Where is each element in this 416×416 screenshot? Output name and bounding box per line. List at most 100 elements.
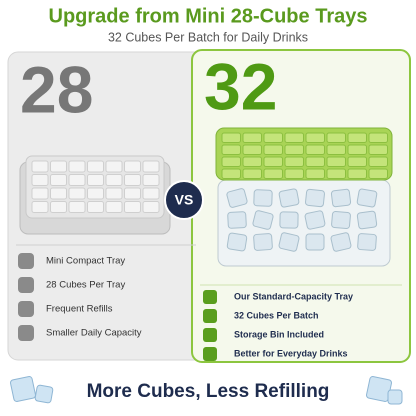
cell [221,144,241,155]
cell [105,187,123,200]
cell [284,132,304,143]
ice-cube [226,188,248,208]
vs-label: VS [175,192,194,208]
cell [326,144,346,155]
ice-cube [356,210,378,230]
ice-cube [278,188,300,208]
cell [263,156,283,167]
feature-text: Smaller Daily Capacity [46,328,142,339]
title: Upgrade from Mini 28-Cube Trays [49,5,368,27]
feature-icon [203,309,217,323]
ice-cube [356,188,378,208]
slogan: More Cubes, Less Refilling [87,381,330,402]
feature-icon [203,347,217,361]
feature-text: Our Standard-Capacity Tray [234,291,353,301]
cell [142,201,160,213]
cell [124,174,141,186]
ice-cube [305,233,325,251]
cell [87,160,104,173]
cell [124,187,141,200]
feature-icon [203,328,217,342]
feature-text: 28 Cubes Per Tray [46,280,125,291]
cell [50,174,67,186]
cell [368,144,388,155]
cell [305,132,325,143]
cell [284,156,304,167]
cell [87,187,104,200]
cell [50,201,67,213]
ice-cube [357,233,377,251]
cell [124,201,141,213]
feature-text: 32 Cubes Per Batch [234,310,319,320]
cell [284,144,304,155]
ice-cube [226,232,248,252]
cell [31,187,49,200]
feature-icon [18,253,34,269]
cell [347,168,367,179]
subtitle: 32 Cubes Per Batch for Daily Drinks [108,30,308,44]
ice-cube [330,188,352,208]
ice-cube [253,233,273,251]
cell [68,174,86,186]
ice-cube [227,211,247,229]
cell [326,168,346,179]
left-number: 28 [20,52,93,126]
feature-text: Storage Bin Included [234,329,324,339]
cell [263,168,283,179]
cell [242,132,262,143]
ice-decoration [10,376,403,405]
vs-badge [164,180,204,220]
small-tray [19,155,171,235]
cell [305,144,325,155]
cell [68,160,86,173]
right-number: 32 [204,49,277,123]
ice-cube [253,189,273,207]
cell [263,144,283,155]
cell [347,132,367,143]
feature-icon [203,290,217,304]
cell [347,156,367,167]
cell [142,160,160,173]
cell [105,160,123,173]
feature-icon [18,325,34,341]
ice-cube [279,211,299,229]
ice-cube [305,188,325,208]
cell [221,132,241,143]
cell [50,187,67,200]
cell [368,156,388,167]
cell [284,168,304,179]
cell [305,156,325,167]
feature-icon [18,301,34,317]
cell [305,168,325,179]
ice-cube [252,210,274,230]
ice-cube [278,232,300,252]
cell [263,132,283,143]
cell [347,144,367,155]
cell [50,160,67,173]
cell [326,156,346,167]
feature-text: Mini Compact Tray [46,256,125,267]
ice-cube [330,232,352,252]
cell [105,174,123,186]
cell [31,160,49,173]
cell [87,201,104,213]
cell [142,174,160,186]
cell [124,160,141,173]
cell [68,187,86,200]
cell [31,201,49,213]
cell [105,201,123,213]
cell [142,187,160,200]
cell [368,168,388,179]
ice-cube [304,210,326,230]
cell [221,168,241,179]
ice-cube [331,210,351,230]
cell [31,174,49,186]
cell [242,144,262,155]
large-tray [215,127,393,267]
feature-text: Frequent Refills [46,304,113,315]
cell [242,156,262,167]
feature-icon [18,277,34,293]
cell [87,174,104,186]
cell [368,132,388,143]
